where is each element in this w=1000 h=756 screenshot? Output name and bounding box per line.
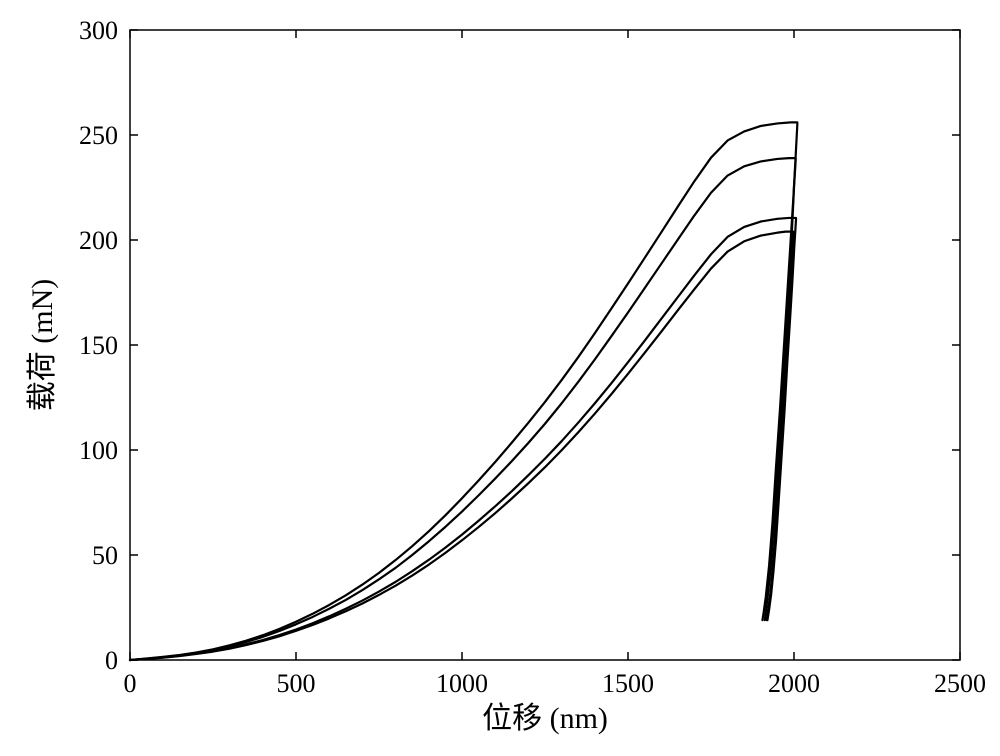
x-tick-label: 2000 [768, 669, 820, 698]
x-tick-label: 500 [277, 669, 316, 698]
y-tick-label: 300 [79, 16, 118, 45]
chart-container: 0 500 1000 1500 2000 2500 0 50 100 150 200 250 300 位移… [0, 0, 1000, 756]
x-axis-label: 位移 (nm) [482, 702, 608, 735]
curve4 [130, 232, 793, 660]
x-tick-label: 2500 [934, 669, 986, 698]
y-axis-label: 载荷 (mN) [26, 279, 59, 411]
y-tick-label: 100 [79, 436, 118, 465]
x-tick-label: 1500 [602, 669, 654, 698]
y-tick-label: 150 [79, 331, 118, 360]
y-tick-label: 0 [105, 646, 118, 675]
plot-box [130, 30, 960, 660]
y-tick-label: 200 [79, 226, 118, 255]
curve3 [130, 218, 796, 660]
curve2 [130, 158, 796, 660]
load-displacement-chart: 0 500 1000 1500 2000 2500 0 50 100 150 200 250 300 位移… [0, 0, 1000, 756]
x-tick-label: 1000 [436, 669, 488, 698]
y-tick-label: 250 [79, 121, 118, 150]
y-tick-label: 50 [92, 541, 118, 570]
x-tick-label: 0 [124, 669, 137, 698]
curve1 [130, 122, 797, 660]
